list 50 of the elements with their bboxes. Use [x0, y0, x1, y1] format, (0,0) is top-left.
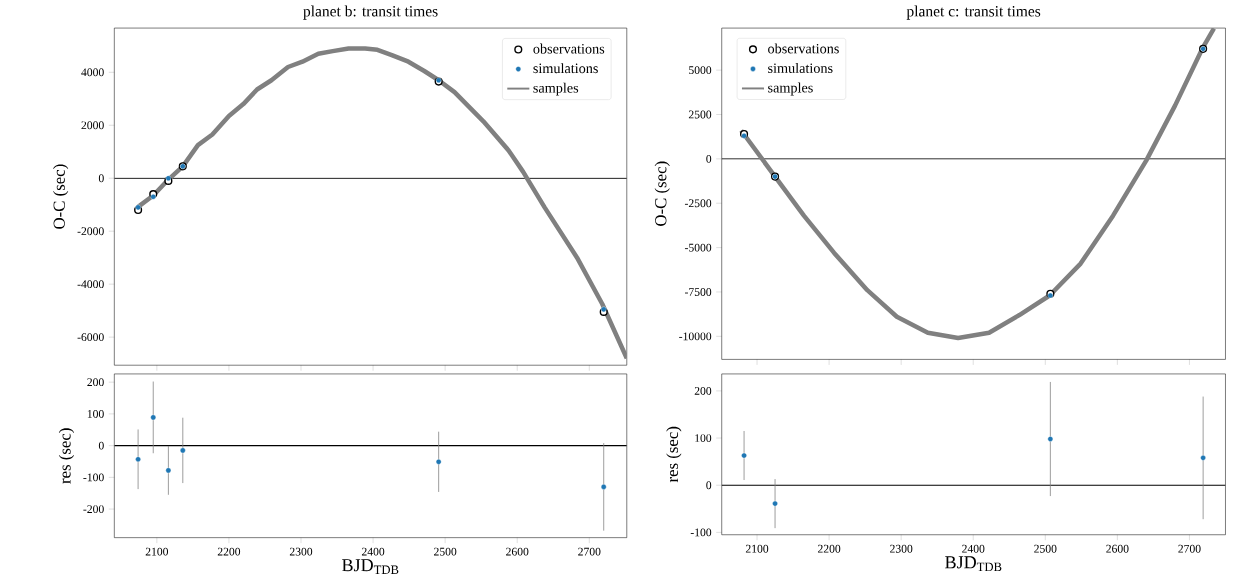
y-tick-label: 100 — [87, 409, 104, 418]
y-tick-label: -10000 — [679, 332, 712, 341]
x-tick-label: 2500 — [1034, 544, 1057, 553]
x-tick-label: 2400 — [962, 544, 985, 553]
y-tick-label: -100 — [690, 528, 712, 537]
y-tick-label: -200 — [83, 505, 104, 513]
chart-title: planet c: transit times — [906, 5, 1041, 20]
y-tick-label: 0 — [706, 154, 712, 163]
y-tick-label: 5000 — [689, 66, 712, 75]
x-axis-title: BJD$_{TDB}$ — [342, 559, 399, 574]
legend-label: simulations — [533, 63, 598, 74]
y-tick-label: 0 — [98, 174, 104, 183]
y-axis-title: res (sec) — [666, 426, 682, 483]
y-tick-label: 200 — [694, 386, 712, 395]
y-axis-title: O-C (sec) — [654, 161, 670, 226]
legend-label: observations — [533, 43, 605, 54]
x-tick-label: 2200 — [817, 544, 841, 553]
x-axis-title: BJD$_{TDB}$ — [945, 556, 1002, 571]
y-tick-label: -100 — [83, 473, 104, 482]
x-tick-label: 2500 — [434, 547, 457, 556]
y-tick-label: -6000 — [77, 333, 104, 342]
x-tick-label: 2700 — [578, 547, 601, 556]
legend-label: observations — [768, 43, 839, 54]
y-tick-label: 0 — [706, 481, 712, 490]
x-tick-label: 2600 — [506, 547, 529, 556]
chart-title: planet b: transit times — [303, 5, 438, 20]
x-tick-label: 2100 — [145, 547, 169, 556]
y-tick-label: 0 — [98, 441, 104, 450]
y-tick-label: -5000 — [684, 243, 712, 252]
y-tick-label: -4000 — [77, 280, 104, 289]
x-tick-label: 2700 — [1178, 544, 1201, 553]
x-tick-label: 2400 — [361, 547, 385, 556]
x-tick-label: 2200 — [217, 547, 241, 556]
legend-label: simulations — [768, 62, 833, 73]
x-tick-label: 2300 — [890, 544, 913, 553]
legend-label: samples — [768, 82, 813, 96]
x-tick-label: 2300 — [289, 547, 313, 556]
y-tick-label: 100 — [695, 434, 712, 442]
y-tick-label: -2000 — [77, 227, 104, 236]
x-tick-label: 2100 — [745, 544, 769, 553]
y-tick-label: 2500 — [688, 110, 712, 119]
y-tick-label: 4000 — [81, 68, 104, 77]
legend-label: samples — [533, 82, 579, 96]
x-tick-label: 2600 — [1106, 544, 1129, 553]
y-tick-label: 200 — [87, 378, 104, 387]
y-tick-label: -7500 — [684, 288, 712, 296]
y-tick-label: 2000 — [81, 121, 104, 130]
y-tick-label: -2500 — [684, 199, 712, 208]
y-axis-title: res (sec) — [58, 428, 75, 484]
y-axis-title: O-C (sec) — [53, 164, 69, 229]
